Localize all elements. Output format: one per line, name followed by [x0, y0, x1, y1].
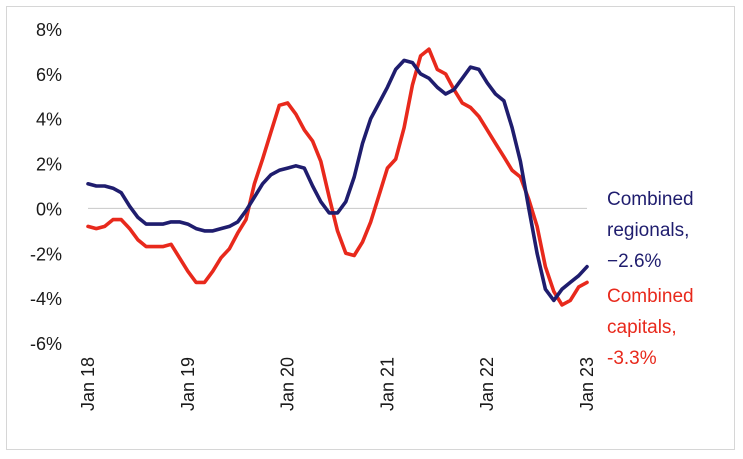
legend-line: regionals, [607, 220, 690, 241]
legend-line: -3.3% [607, 348, 657, 369]
y-tick-label: 8% [36, 20, 62, 40]
series-line-regionals [86, 58, 589, 303]
x-tick-label: Jan 18 [78, 357, 98, 411]
legend-regionals: Combined regionals, −2.6% [607, 184, 694, 277]
y-tick-label: -6% [30, 334, 62, 354]
legend-line: Combined [607, 189, 694, 210]
x-tick-label: Jan 22 [477, 357, 497, 411]
x-tick-label: Jan 19 [178, 357, 198, 411]
y-tick-label: 6% [36, 65, 62, 85]
x-tick-label: Jan 20 [278, 357, 298, 411]
legend-capitals: Combined capitals, -3.3% [607, 281, 694, 374]
y-tick-label: -2% [30, 244, 62, 264]
x-axis-ticks: Jan 18 Jan 19 Jan 20 Jan 21 Jan 22 Jan 23 [78, 357, 597, 411]
legend-line: Combined [607, 286, 694, 307]
y-tick-label: -4% [30, 289, 62, 309]
y-axis-ticks: 8% 6% 4% 2% 0% -2% -4% -6% [30, 20, 62, 354]
y-tick-label: 4% [36, 110, 62, 130]
legend-line: capitals, [607, 317, 677, 338]
series-line-capitals [86, 47, 589, 307]
legend-line: −2.6% [607, 251, 662, 272]
y-tick-label: 0% [36, 199, 62, 219]
x-tick-label: Jan 21 [377, 357, 397, 411]
series-lines [86, 47, 589, 307]
x-tick-label: Jan 23 [577, 357, 597, 411]
y-tick-label: 2% [36, 155, 62, 175]
